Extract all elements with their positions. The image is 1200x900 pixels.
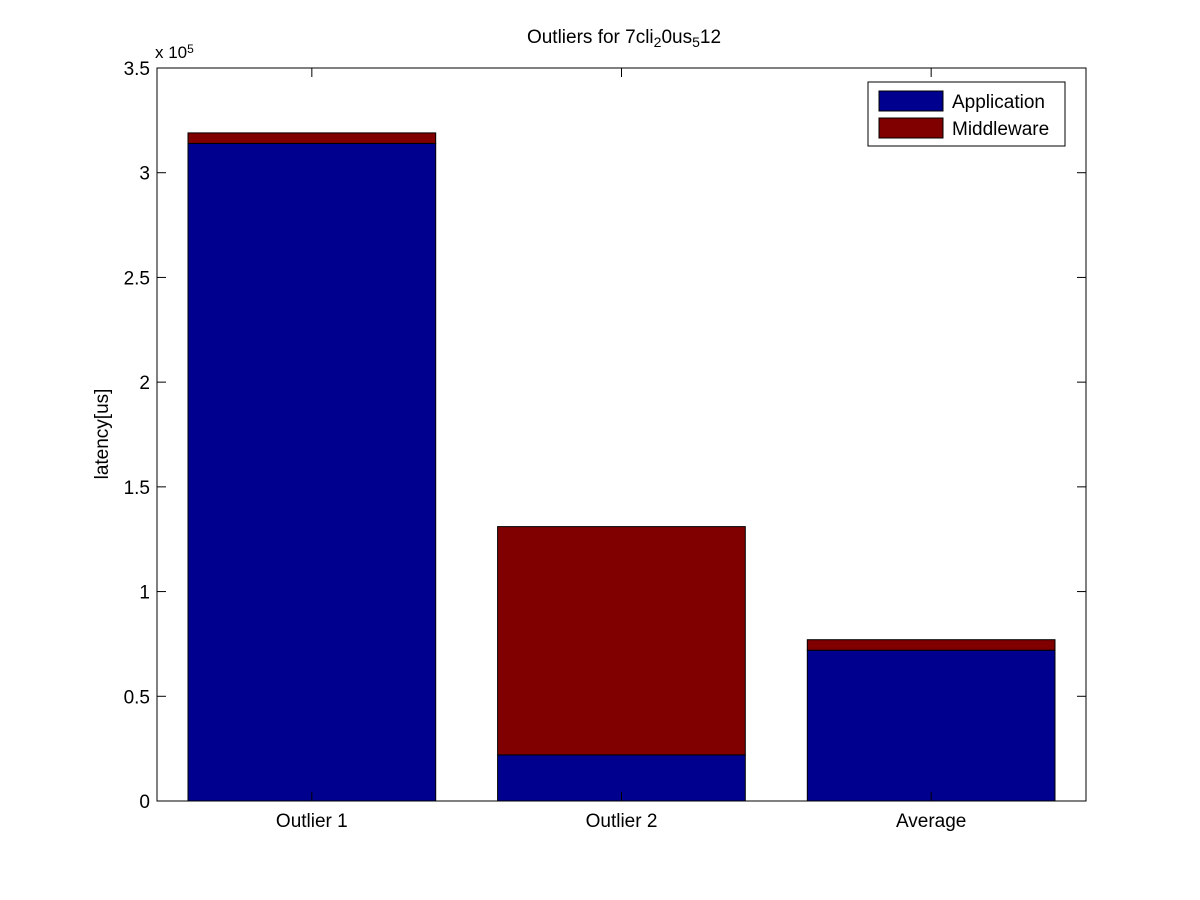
y-tick-label: 3.5 [124, 59, 150, 80]
y-tick-label: 1 [139, 583, 150, 604]
ticks-layer: 0 0.5 1 1.5 2 2.5 3 3.5 Outlier 1 Outlier 2 Averag… [124, 59, 1086, 832]
legend-swatch-application [878, 90, 944, 112]
x-tick-label: Outlier 2 [586, 811, 658, 832]
bar-middleware-3 [806, 639, 1056, 651]
y-tick-label: 0.5 [124, 687, 150, 708]
legend: Application Middleware [867, 81, 1066, 147]
y-axis-label: latency[us] [92, 389, 113, 480]
bar-middleware-2 [497, 526, 746, 756]
bar-application-1 [187, 142, 437, 802]
chart-title: Outliers for 7cli20us512 [527, 27, 721, 50]
bars-layer [187, 132, 1056, 802]
y-tick-label: 3 [139, 164, 150, 185]
bar-middleware-1 [187, 132, 437, 144]
x-tick-label: Outlier 1 [276, 811, 348, 832]
y-tick-label: 0 [139, 792, 150, 813]
y-tick-label: 1.5 [124, 478, 150, 499]
bar-application-3 [806, 649, 1056, 802]
legend-label-application: Application [952, 92, 1045, 113]
legend-label-middleware: Middleware [952, 119, 1049, 140]
y-tick-label: 2.5 [124, 268, 150, 289]
y-axis-multiplier: x 105 [155, 42, 194, 62]
y-tick-label: 2 [139, 373, 150, 394]
legend-swatch-middleware [878, 117, 944, 139]
x-tick-label: Average [896, 811, 966, 832]
